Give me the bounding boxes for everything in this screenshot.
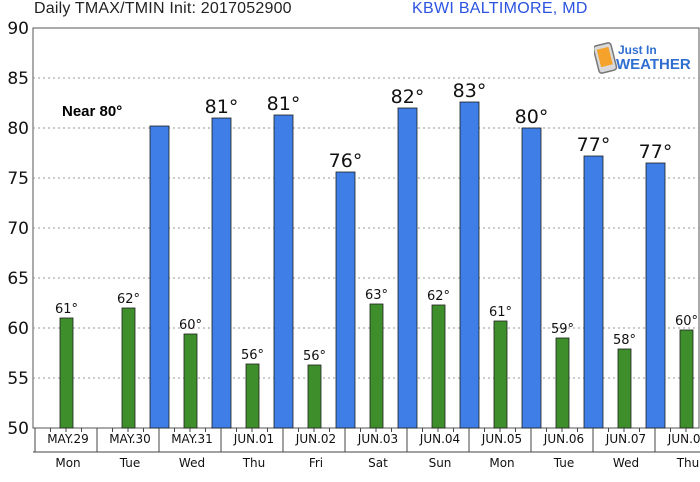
station-name: KBWI BALTIMORE, MD xyxy=(412,0,588,17)
tmax-label: 77° xyxy=(639,141,673,163)
x-day-label: Wed xyxy=(179,456,205,470)
tmax-bar xyxy=(583,155,604,429)
brand-logo: Just In WEATHER xyxy=(592,42,694,78)
y-tick-label: 90 xyxy=(7,19,29,39)
tmin-bar xyxy=(121,307,136,429)
x-date-label: JUN.07 xyxy=(605,432,646,446)
tmin-bar xyxy=(617,348,632,429)
tmax-label: 81° xyxy=(205,96,239,118)
y-tick-label: 75 xyxy=(7,169,29,189)
x-date-label: JUN.08 xyxy=(667,432,700,446)
tmin-bar xyxy=(369,303,384,429)
tmin-label: 56° xyxy=(241,348,264,363)
chart-title: Daily TMAX/TMIN Init: 2017052900 xyxy=(34,0,292,17)
y-tick-label: 65 xyxy=(7,269,29,289)
x-date-label: MAY.30 xyxy=(109,432,151,446)
tmin-label: 58° xyxy=(613,333,636,348)
tmin-label: 59° xyxy=(551,322,574,337)
tmin-bar xyxy=(679,329,694,429)
y-tick-label: 60 xyxy=(7,319,29,339)
tmin-label: 56° xyxy=(303,349,326,364)
tmax-label: 81° xyxy=(267,93,301,115)
annotation-near-80: Near 80° xyxy=(62,103,122,120)
tmin-bar xyxy=(493,320,508,429)
x-day-label: Thu xyxy=(242,456,266,470)
x-day-label: Mon xyxy=(489,456,514,470)
tmax-bar xyxy=(211,117,232,429)
y-tick-label: 85 xyxy=(7,69,29,89)
tmax-bar xyxy=(149,125,170,429)
y-tick-label: 50 xyxy=(7,419,29,439)
logo-line1: Just In xyxy=(618,43,657,57)
tmax-label: 80° xyxy=(515,106,549,128)
tmax-bar xyxy=(645,162,666,429)
x-date-label: MAY.29 xyxy=(47,432,89,446)
x-day-label: Sun xyxy=(429,456,452,470)
tmin-label: 62° xyxy=(427,289,450,304)
x-date-label: MAY.31 xyxy=(171,432,213,446)
tmax-bar xyxy=(459,101,480,429)
tmin-bar xyxy=(307,364,322,429)
tmax-label: 77° xyxy=(577,134,611,156)
tmax-label: 82° xyxy=(391,86,425,108)
y-tick-label: 70 xyxy=(7,219,29,239)
x-date-label: JUN.03 xyxy=(357,432,398,446)
tmin-label: 61° xyxy=(489,305,512,320)
tablet-icon xyxy=(592,42,618,74)
tmax-bar xyxy=(273,114,294,429)
y-tick-label: 55 xyxy=(7,369,29,389)
x-date-label: JUN.05 xyxy=(481,432,522,446)
tmin-bar xyxy=(555,337,570,429)
x-day-label: Mon xyxy=(55,456,80,470)
tmin-bar xyxy=(245,363,260,429)
tmin-label: 60° xyxy=(179,318,202,333)
tmax-label: 83° xyxy=(453,80,487,102)
tmin-label: 63° xyxy=(365,288,388,303)
logo-line2: WEATHER xyxy=(616,56,691,73)
x-day-label: Tue xyxy=(119,456,141,470)
x-date-label: JUN.06 xyxy=(543,432,584,446)
tmax-label: 76° xyxy=(329,150,363,172)
tmax-bar xyxy=(521,127,542,429)
tmin-label: 62° xyxy=(117,292,140,307)
y-tick-label: 80 xyxy=(7,119,29,139)
tmin-bar xyxy=(183,333,198,429)
tmin-bar xyxy=(59,317,74,429)
x-day-label: Sat xyxy=(368,456,388,470)
x-date-label: JUN.01 xyxy=(233,432,274,446)
x-date-label: JUN.02 xyxy=(295,432,336,446)
x-day-label: Thu xyxy=(676,456,700,470)
tmax-bar xyxy=(397,107,418,429)
x-day-label: Wed xyxy=(613,456,639,470)
tmax-bar xyxy=(335,171,356,429)
tmin-label: 61° xyxy=(55,302,78,317)
tmin-label: 60° xyxy=(675,314,698,329)
x-day-label: Tue xyxy=(553,456,575,470)
x-day-label: Fri xyxy=(309,456,323,470)
x-date-label: JUN.04 xyxy=(419,432,460,446)
tmin-bar xyxy=(431,304,446,429)
